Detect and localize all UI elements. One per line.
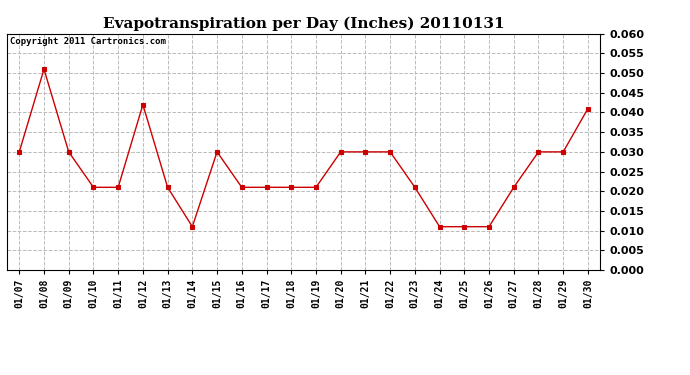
Title: Evapotranspiration per Day (Inches) 20110131: Evapotranspiration per Day (Inches) 2011… [103, 17, 504, 31]
Text: Copyright 2011 Cartronics.com: Copyright 2011 Cartronics.com [10, 37, 166, 46]
